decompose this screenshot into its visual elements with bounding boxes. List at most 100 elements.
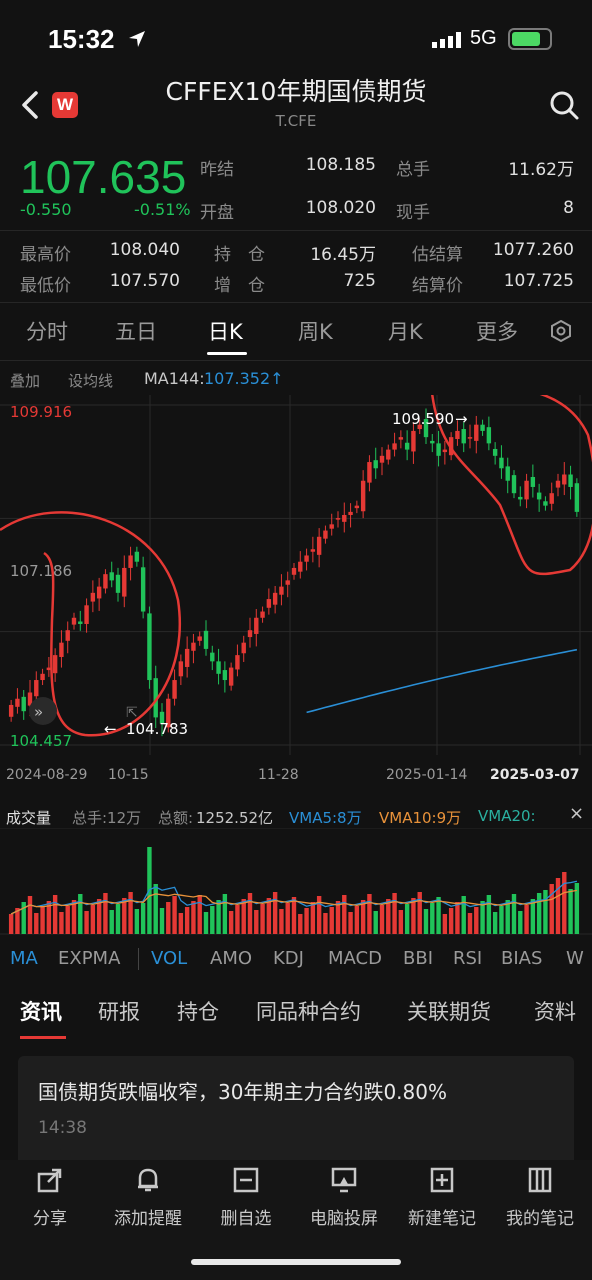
- volume-bar: [298, 914, 303, 934]
- candle-body: [549, 493, 554, 504]
- volume-bar: [442, 914, 448, 934]
- candle-body: [90, 592, 96, 602]
- signal-icon: [432, 32, 461, 48]
- candle-body: [272, 592, 278, 605]
- volume-bar: [423, 909, 429, 934]
- indicator-tab-rsi[interactable]: RSI: [453, 948, 483, 969]
- volume-bar: [398, 910, 404, 934]
- indicator-tab-expma[interactable]: EXPMA: [58, 948, 121, 969]
- news-tab-info[interactable]: 资讯: [20, 1000, 62, 1024]
- candle-body: [172, 680, 177, 699]
- candle-body: [404, 442, 410, 450]
- candle-body: [46, 667, 52, 671]
- add-alert-button[interactable]: 添加提醒: [98, 1166, 198, 1229]
- vma5-label: VMA5:8万: [289, 809, 362, 827]
- candle-body: [291, 567, 297, 575]
- cast-icon: [331, 1167, 357, 1193]
- news-tab-position[interactable]: 持仓: [177, 1000, 219, 1024]
- volume-bar: [115, 904, 121, 934]
- chart-grid: [0, 395, 592, 755]
- volume-bar: [172, 896, 177, 934]
- tab-five-day[interactable]: 五日: [115, 320, 157, 344]
- news-tab-contracts[interactable]: 同品种合约: [256, 1000, 361, 1024]
- volume-bar: [78, 894, 83, 934]
- news-card[interactable]: 国债期货跌幅收窄，30年期主力合约跌0.80% 14:38: [18, 1056, 574, 1166]
- remove-watchlist-button[interactable]: 删自选: [196, 1166, 296, 1229]
- volume-bar: [191, 901, 196, 934]
- volume-bar: [272, 892, 278, 934]
- volume-bar: [203, 912, 209, 934]
- x-label-0: 2024-08-29: [6, 767, 87, 783]
- volume-bar: [291, 897, 297, 934]
- indicator-tab-bias[interactable]: BIAS: [501, 948, 543, 969]
- search-icon[interactable]: [548, 88, 580, 122]
- volume-amount-label: 总额:: [158, 809, 194, 827]
- candle-body: [153, 678, 158, 718]
- volume-chart[interactable]: [0, 828, 592, 938]
- overlay-button[interactable]: 叠加: [10, 372, 41, 390]
- volume-bar: [467, 913, 473, 934]
- indicator-divider: [138, 948, 139, 970]
- indicator-tab-kdj[interactable]: KDJ: [273, 948, 304, 969]
- candle-body: [373, 460, 378, 469]
- price-change: -0.550: [20, 200, 72, 219]
- news-tab-related[interactable]: 关联期货: [407, 1000, 491, 1024]
- share-button[interactable]: 分享: [0, 1166, 100, 1229]
- candle-body: [159, 711, 165, 724]
- y-label-bottom: 104.457: [10, 732, 72, 750]
- cur-vol-label: 现手: [396, 203, 430, 223]
- indicator-tab-wr[interactable]: W: [566, 948, 584, 969]
- volume-bar: [373, 911, 378, 934]
- settings-icon[interactable]: [550, 320, 572, 342]
- hand-drawn-circles: [0, 395, 592, 737]
- volume-bar: [241, 899, 246, 934]
- divider: [0, 230, 592, 231]
- my-notes-button[interactable]: 我的笔记: [490, 1166, 590, 1229]
- news-tab-data[interactable]: 资料: [534, 1000, 576, 1024]
- candle-body: [423, 419, 429, 438]
- tab-more[interactable]: 更多: [476, 320, 518, 344]
- est-settle-label: 估结算: [412, 245, 463, 265]
- indicator-tab-amo[interactable]: AMO: [210, 948, 253, 969]
- volume-bar: [279, 909, 284, 934]
- candle-body: [285, 580, 290, 585]
- volume-bar: [222, 894, 228, 934]
- set-ma-button[interactable]: 设均线: [68, 372, 114, 390]
- news-title[interactable]: 国债期货跌幅收窄，30年期主力合约跌0.80%: [38, 1080, 447, 1104]
- volume-bar: [404, 904, 410, 934]
- price-change-pct: -0.51%: [134, 200, 191, 219]
- news-tab-research[interactable]: 研报: [98, 1000, 140, 1024]
- indicator-tab-vol[interactable]: VOL: [151, 948, 188, 969]
- app-logo[interactable]: W: [52, 92, 78, 118]
- volume-bar: [84, 911, 89, 934]
- tab-monthly-k[interactable]: 月K: [388, 320, 423, 344]
- indicator-tab-ma[interactable]: MA: [10, 948, 38, 969]
- volume-bar: [524, 905, 529, 934]
- kline-chart[interactable]: 109.916 107.186 104.457 109.590 → ← 104.…: [0, 395, 592, 785]
- candle-body: [8, 704, 14, 717]
- volume-bar: [166, 902, 171, 934]
- volume-bar: [574, 883, 580, 934]
- candle-body: [354, 505, 360, 509]
- y-label-top: 109.916: [10, 403, 72, 421]
- volume-bar: [455, 902, 460, 934]
- tab-daily-k[interactable]: 日K: [208, 320, 243, 344]
- volume-bar: [228, 911, 234, 934]
- cast-button[interactable]: 电脑投屏: [294, 1166, 394, 1229]
- volume-bar: [348, 912, 353, 934]
- contract-code: T.CFE: [275, 112, 317, 130]
- indicator-tab-bbi[interactable]: BBI: [403, 948, 434, 969]
- tab-weekly-k[interactable]: 周K: [298, 320, 333, 344]
- back-arrow-icon[interactable]: [16, 88, 44, 122]
- candle-body: [455, 430, 460, 440]
- close-icon[interactable]: ×: [569, 803, 585, 824]
- volume-bar: [436, 897, 441, 934]
- candle-body: [40, 673, 45, 681]
- candle-body: [392, 443, 397, 450]
- volume-bar: [386, 899, 391, 934]
- est-settle-value: 1077.260: [492, 240, 574, 260]
- new-note-button[interactable]: 新建笔记: [392, 1166, 492, 1229]
- tab-intraday[interactable]: 分时: [26, 320, 68, 344]
- oi-value: 16.45万: [310, 245, 376, 265]
- indicator-tab-macd[interactable]: MACD: [328, 948, 382, 969]
